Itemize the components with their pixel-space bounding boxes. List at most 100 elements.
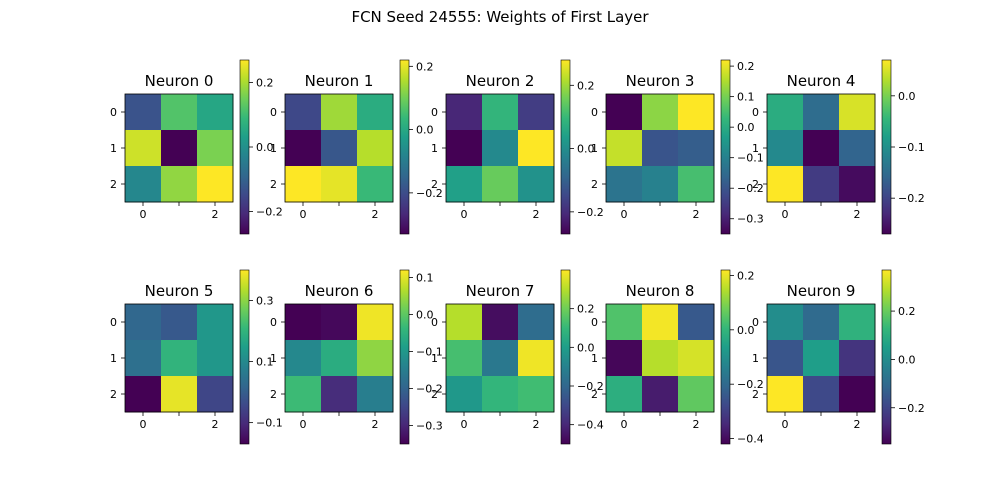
colorbar xyxy=(239,269,250,445)
x-tick-label: 0 xyxy=(782,208,789,221)
y-tick-label: 2 xyxy=(591,388,598,401)
x-tick-label: 2 xyxy=(693,418,700,431)
heatmap-cell-2-0 xyxy=(446,376,483,413)
x-tick-label: 0 xyxy=(782,418,789,431)
colorbar-tick-label: −0.1 xyxy=(416,345,443,358)
heatmap-cell-2-2 xyxy=(839,376,876,413)
heatmap-cell-0-2 xyxy=(518,304,555,341)
heatmap-cell-0-1 xyxy=(321,304,358,341)
panel-title: Neuron 7 xyxy=(466,282,535,300)
x-tick-label: 2 xyxy=(372,418,379,431)
heatmap-cell-0-0 xyxy=(767,304,804,341)
heatmap-cell-2-2 xyxy=(678,166,715,203)
heatmap-cell-0-2 xyxy=(839,94,876,131)
heatmap-cell-2-1 xyxy=(321,376,358,413)
colorbar xyxy=(239,59,250,235)
heatmap-cell-1-1 xyxy=(642,130,679,167)
colorbar-tick-label: −0.2 xyxy=(577,206,604,219)
heatmap-panel-6: Neuron 6 0 0 1 2 2 −0.3 −0.2 −0.1 0.0 0.1 xyxy=(270,269,443,445)
colorbar-tick-label: 0.1 xyxy=(737,91,755,104)
heatmap-cell-2-1 xyxy=(161,166,198,203)
heatmap-cell-0-0 xyxy=(125,94,162,131)
heatmap-cell-2-0 xyxy=(767,376,804,413)
heatmap-cell-0-1 xyxy=(482,94,519,131)
y-tick-label: 0 xyxy=(752,106,759,119)
colorbar-tick-label: 0.0 xyxy=(416,308,434,321)
heatmap-cell-2-0 xyxy=(446,166,483,203)
heatmap-cell-0-0 xyxy=(446,304,483,341)
heatmap-cell-1-1 xyxy=(482,340,519,377)
heatmap-cell-0-1 xyxy=(642,304,679,341)
colorbar xyxy=(560,269,571,445)
x-tick-label: 0 xyxy=(300,208,307,221)
panel-title: Neuron 4 xyxy=(787,72,856,90)
colorbar-tick-label: −0.4 xyxy=(577,419,604,432)
x-tick-label: 0 xyxy=(461,418,468,431)
panel-title: Neuron 8 xyxy=(626,282,695,300)
figure-title: FCN Seed 24555: Weights of First Layer xyxy=(351,8,649,26)
heatmap-cell-1-0 xyxy=(606,130,643,167)
colorbar-tick-label: 0.2 xyxy=(577,79,595,92)
colorbar-tick-label: 0.0 xyxy=(577,143,595,156)
colorbar-tick-label: −0.4 xyxy=(737,433,764,446)
heatmap-cell-2-0 xyxy=(285,376,322,413)
heatmap-cell-2-2 xyxy=(357,166,394,203)
colorbar-tick-label: 0.0 xyxy=(416,124,434,137)
heatmap-cell-2-2 xyxy=(197,166,234,203)
y-tick-label: 2 xyxy=(431,388,438,401)
colorbar-tick-label: 0.0 xyxy=(898,90,916,103)
heatmap-cell-1-2 xyxy=(839,340,876,377)
heatmap-cell-1-0 xyxy=(285,130,322,167)
x-tick-label: 0 xyxy=(140,208,147,221)
heatmap-cell-1-0 xyxy=(767,130,804,167)
colorbar-tick-label: 0.2 xyxy=(256,77,274,90)
x-tick-label: 0 xyxy=(140,418,147,431)
heatmap-cell-0-1 xyxy=(803,94,840,131)
heatmap-cell-2-2 xyxy=(839,166,876,203)
colorbar-tick-label: −0.1 xyxy=(898,141,925,154)
heatmap-panel-5: Neuron 5 0 0 1 2 2 −0.1 0.1 0.3 xyxy=(110,269,283,445)
heatmap-cell-0-0 xyxy=(446,94,483,131)
panel-title: Neuron 9 xyxy=(787,282,856,300)
x-tick-label: 2 xyxy=(533,208,540,221)
y-tick-label: 0 xyxy=(431,106,438,119)
heatmap-cell-2-0 xyxy=(767,166,804,203)
y-tick-label: 1 xyxy=(431,352,438,365)
colorbar-tick-label: 0.1 xyxy=(416,271,434,284)
heatmap-cell-1-2 xyxy=(197,340,234,377)
colorbar-tick-label: −0.2 xyxy=(256,205,283,218)
colorbar-tick-label: 0.1 xyxy=(256,356,274,369)
heatmap-cell-2-0 xyxy=(606,166,643,203)
heatmap-panel-8: Neuron 8 0 0 1 2 2 −0.4 −0.2 0.0 0.2 xyxy=(591,269,764,445)
heatmap-cell-0-2 xyxy=(197,304,234,341)
colorbar-tick-label: 0.3 xyxy=(256,295,274,308)
heatmap-cell-0-1 xyxy=(161,304,198,341)
heatmap-cell-0-0 xyxy=(125,304,162,341)
colorbar xyxy=(399,269,410,445)
heatmap-cell-0-2 xyxy=(839,304,876,341)
heatmap-cell-0-1 xyxy=(321,94,358,131)
heatmap-cell-2-2 xyxy=(518,376,555,413)
colorbar-tick-label: −0.1 xyxy=(737,152,764,165)
heatmap-cell-1-1 xyxy=(161,130,198,167)
colorbar-tick-label: 0.0 xyxy=(737,324,755,337)
x-tick-label: 2 xyxy=(533,418,540,431)
y-tick-label: 1 xyxy=(431,142,438,155)
heatmap-cell-0-0 xyxy=(285,304,322,341)
colorbar-tick-label: 0.0 xyxy=(737,121,755,134)
heatmap-cell-2-1 xyxy=(482,166,519,203)
heatmap-panel-0: Neuron 0 0 0 1 2 2 −0.2 0.0 0.2 xyxy=(110,59,283,235)
heatmap-cell-1-1 xyxy=(161,340,198,377)
heatmap-cell-0-0 xyxy=(606,304,643,341)
heatmap-panel-4: Neuron 4 0 0 1 2 2 −0.2 −0.1 0.0 xyxy=(752,59,925,235)
heatmap-cell-2-1 xyxy=(482,376,519,413)
heatmap-cell-2-2 xyxy=(518,166,555,203)
x-tick-label: 0 xyxy=(300,418,307,431)
panel-title: Neuron 6 xyxy=(305,282,374,300)
colorbar-tick-label: −0.3 xyxy=(416,419,443,432)
heatmap-cell-0-0 xyxy=(606,94,643,131)
heatmap-cell-2-1 xyxy=(161,376,198,413)
x-tick-label: 0 xyxy=(621,418,628,431)
heatmap-cell-1-2 xyxy=(839,130,876,167)
